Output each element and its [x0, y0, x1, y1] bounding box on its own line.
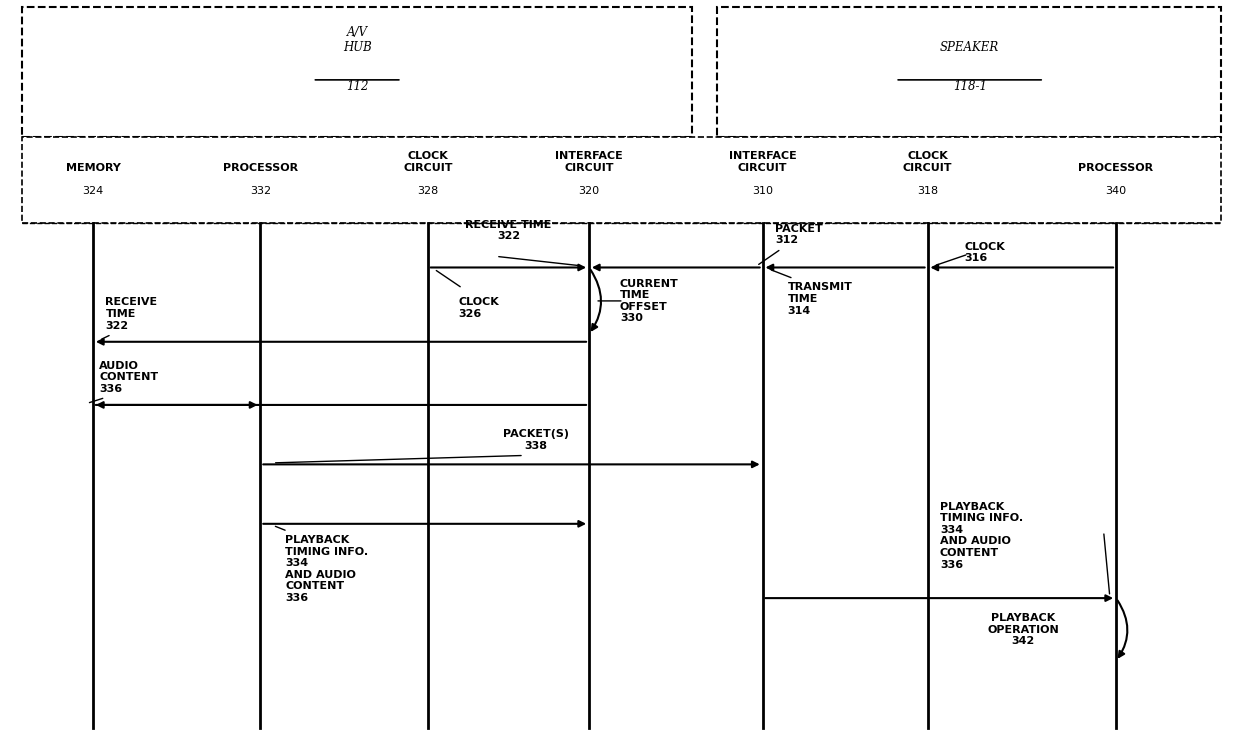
Text: TRANSMIT
TIME
314: TRANSMIT TIME 314: [787, 282, 852, 316]
Text: 332: 332: [249, 186, 272, 196]
Text: INTERFACE
CIRCUIT: INTERFACE CIRCUIT: [729, 151, 796, 173]
Text: CLOCK
326: CLOCK 326: [459, 297, 500, 319]
Text: 328: 328: [417, 186, 439, 196]
Text: 320: 320: [578, 186, 600, 196]
Text: RECEIVE TIME
322: RECEIVE TIME 322: [465, 220, 552, 241]
Bar: [717, 7, 1221, 137]
Text: A/V
HUB: A/V HUB: [342, 26, 372, 53]
Text: 318: 318: [916, 186, 939, 196]
Text: PLAYBACK
OPERATION
342: PLAYBACK OPERATION 342: [987, 613, 1059, 646]
Text: PACKET
312: PACKET 312: [775, 224, 823, 245]
Text: 310: 310: [753, 186, 773, 196]
Text: PROCESSOR: PROCESSOR: [223, 163, 298, 173]
Text: INTERFACE
CIRCUIT: INTERFACE CIRCUIT: [556, 151, 622, 173]
Text: PLAYBACK
TIMING INFO.
334
AND AUDIO
CONTENT
336: PLAYBACK TIMING INFO. 334 AND AUDIO CONT…: [940, 502, 1023, 570]
Text: CLOCK
316: CLOCK 316: [965, 241, 1006, 264]
Text: CURRENT
TIME
OFFSET
330: CURRENT TIME OFFSET 330: [620, 279, 678, 323]
Text: 340: 340: [1105, 186, 1127, 196]
Text: 324: 324: [82, 186, 104, 196]
Text: MEMORY: MEMORY: [66, 163, 120, 173]
Text: AUDIO
CONTENT
336: AUDIO CONTENT 336: [99, 360, 159, 394]
Text: CLOCK
CIRCUIT: CLOCK CIRCUIT: [403, 151, 453, 173]
Text: CLOCK
CIRCUIT: CLOCK CIRCUIT: [903, 151, 952, 173]
Text: SPEAKER: SPEAKER: [940, 41, 999, 53]
Text: PROCESSOR: PROCESSOR: [1079, 163, 1153, 173]
Bar: [22, 7, 692, 137]
Text: PACKET(S)
338: PACKET(S) 338: [503, 429, 569, 451]
Bar: [22, 137, 1221, 223]
Text: 118-1: 118-1: [952, 80, 987, 93]
Text: RECEIVE
TIME
322: RECEIVE TIME 322: [105, 297, 157, 331]
Text: 112: 112: [346, 80, 368, 93]
Text: PLAYBACK
TIMING INFO.
334
AND AUDIO
CONTENT
336: PLAYBACK TIMING INFO. 334 AND AUDIO CONT…: [285, 535, 368, 603]
